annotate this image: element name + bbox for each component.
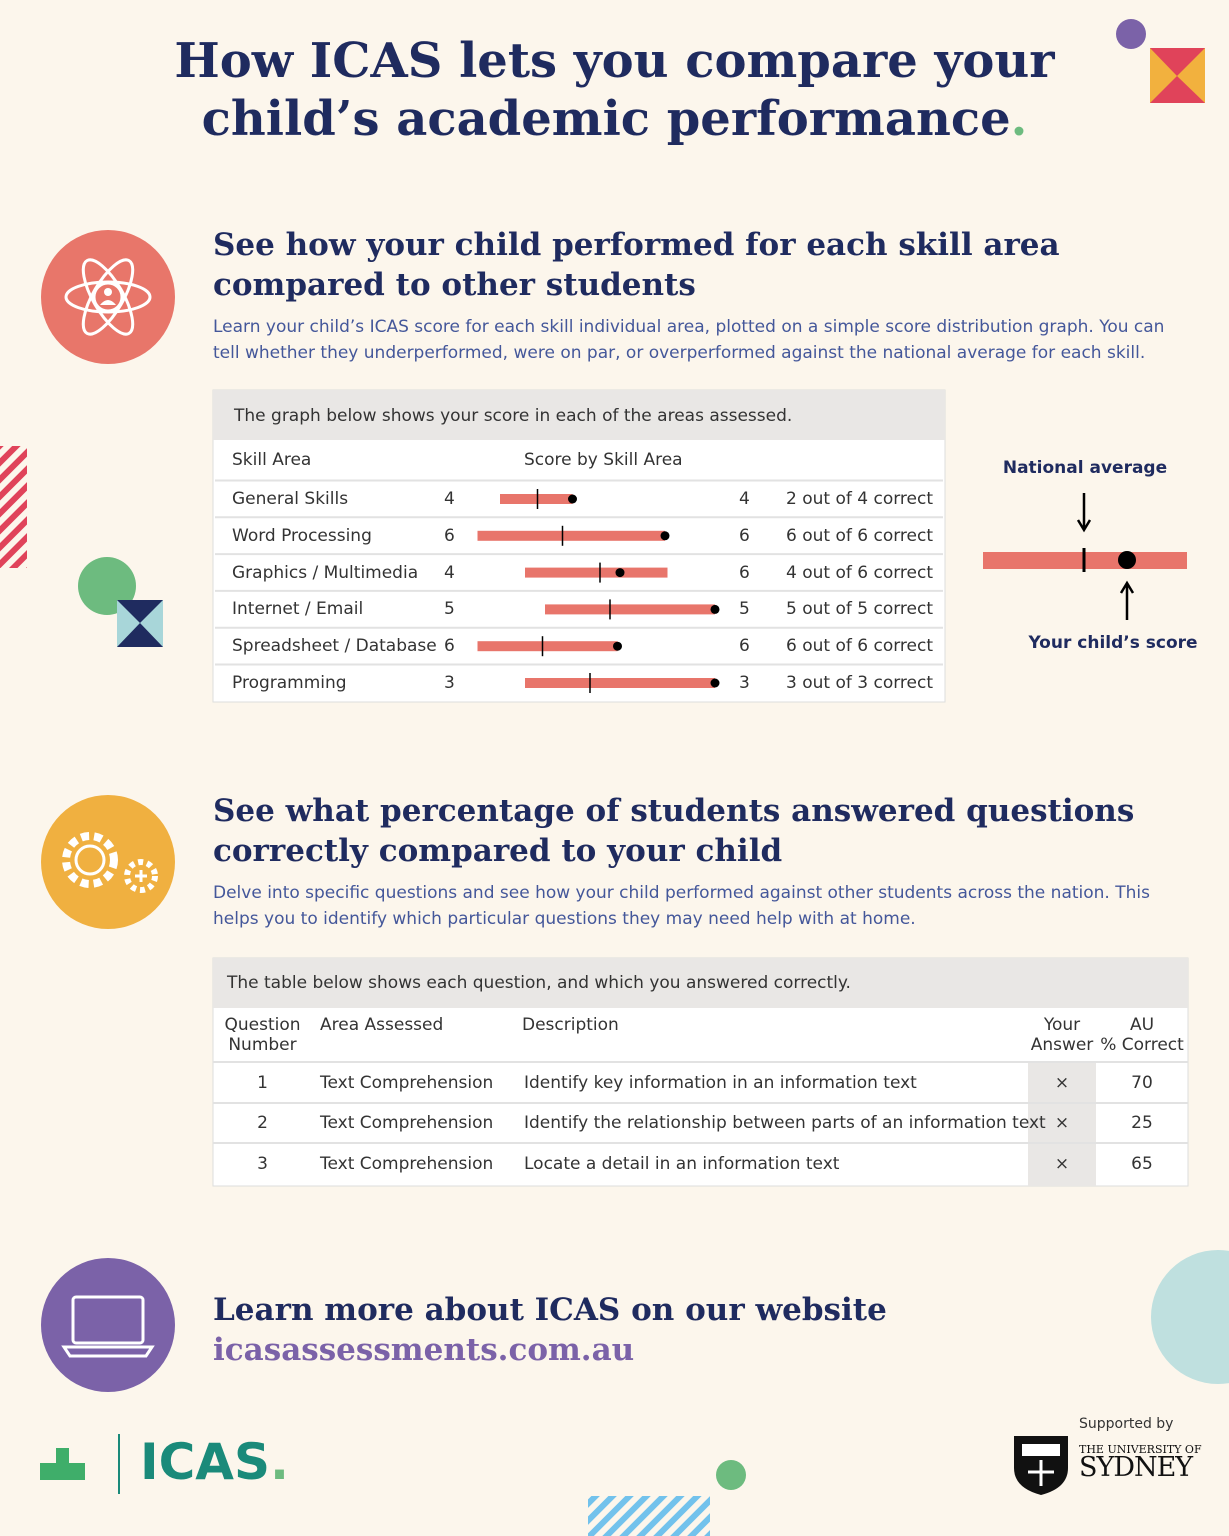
atom-icon [41,230,175,364]
left-number: 4 [444,489,455,509]
title-line: child’s academic performance. [0,90,1229,148]
range-bar [477,641,618,652]
column-header: AU % Correct [1100,1015,1184,1055]
score-dot [568,494,577,504]
university-name: SYDNEY [1079,1452,1193,1483]
panel-caption-bg [213,958,1188,1008]
right-number: 6 [739,525,750,546]
table-cell: 1 [257,1073,268,1093]
left-number: 3 [444,673,455,693]
table-rules [213,1061,1188,1144]
right-number: 4 [739,489,750,509]
footer-url[interactable]: icasassessments.com.au [213,1332,635,1368]
table-cell: 25 [1131,1113,1153,1133]
left-number: 6 [444,525,455,546]
deco-stripes [588,1496,710,1536]
legend-score: Your child’s score [1028,633,1198,653]
range-bar [477,530,665,541]
table-cell: Text Comprehension [320,1073,494,1093]
title-dot: . [1010,91,1028,147]
table-cell: × [1054,1154,1070,1174]
result: 5 out of 5 correct [786,599,933,620]
panel-caption-bg [213,390,945,440]
university-line: THE UNIVERSITY OF [1079,1443,1202,1456]
left-number: 4 [444,562,455,583]
section-heading: See how your child performed for each sk… [213,227,1060,303]
table-cell: 65 [1131,1154,1153,1174]
right-number: 3 [739,673,750,693]
deco-dot [1116,19,1146,49]
skill-name: Graphics / Multimedia [232,562,419,583]
range-bar [500,494,573,504]
deco-stripes [0,446,27,568]
logo-text: ICAS [140,1433,271,1491]
deco-dot [716,1460,746,1490]
title-text: child’s academic performance [201,91,1011,147]
score-dot [613,641,622,651]
deco-square [1150,48,1205,103]
column-header: Score by Skill Area [524,450,683,470]
result: 3 out of 3 correct [786,673,933,693]
score-dot [710,678,720,688]
answer-column-bg [1028,1062,1096,1186]
skill-name: Word Processing [232,525,372,546]
legend-diagram [983,493,1187,620]
table-cell: × [1054,1113,1070,1133]
table-cell: 70 [1131,1073,1153,1093]
laptop-icon [41,1258,175,1392]
section-body: Delve into specific questions and see ho… [213,883,1150,929]
result: 2 out of 4 correct [786,489,933,509]
column-header: Description [522,1015,619,1035]
range-bar [545,604,715,615]
skill-name: Programming [232,673,347,693]
left-number: 6 [444,636,455,657]
table-cell: Identify the relationship between parts … [524,1113,1046,1133]
result: 6 out of 6 correct [786,636,933,657]
table-cell: Text Comprehension [320,1113,494,1133]
deco-circle [1151,1250,1229,1384]
score-dot [660,531,670,541]
range-bar [525,567,668,578]
range-bar [525,678,715,688]
table-cell: 2 [257,1113,268,1133]
legend-average: National average [1002,458,1168,478]
deco-hourglass [117,600,163,647]
title-line: How ICAS lets you compare your [174,33,1055,89]
footer-heading: Learn more about ICAS on our website [213,1292,887,1328]
score-dot [710,604,720,614]
icas-logo: ICAS. [140,1433,289,1491]
supported-by: Supported by [1079,1416,1174,1432]
title: How ICAS lets you compare your child’s a… [0,32,1229,148]
table-cell: Text Comprehension [320,1154,494,1174]
score-dot [615,568,625,578]
section-body: Learn your child’s ICAS score for each s… [213,317,1165,363]
column-header: Question Number [224,1015,301,1055]
table-cell: Locate a detail in an information text [524,1154,840,1174]
column-header: Area Assessed [320,1015,444,1035]
gear-icon [41,795,175,929]
table-cell: 3 [257,1154,268,1174]
table-cell: Identify key information in an informati… [524,1073,917,1093]
column-header: Your Answer [1030,1015,1094,1055]
logo-dot: . [270,1433,290,1491]
table-cell: × [1054,1073,1070,1093]
column-header: Skill Area [232,450,312,470]
skill-name: Spreadsheet / Database [232,636,437,657]
left-number: 5 [444,599,455,620]
result: 4 out of 6 correct [786,562,933,583]
right-number: 6 [739,562,750,583]
right-number: 5 [739,599,750,620]
skill-name: Internet / Email [232,599,364,620]
section-heading: See what percentage of students answered… [213,793,1135,869]
sydney-crest [1014,1436,1068,1495]
right-number: 6 [739,636,750,657]
icas-mark [40,1434,120,1494]
skill-name: General Skills [232,489,349,509]
result: 6 out of 6 correct [786,525,933,546]
panel-caption: The graph below shows your score in each… [234,406,793,426]
panel-caption: The table below shows each question, and… [227,973,851,993]
